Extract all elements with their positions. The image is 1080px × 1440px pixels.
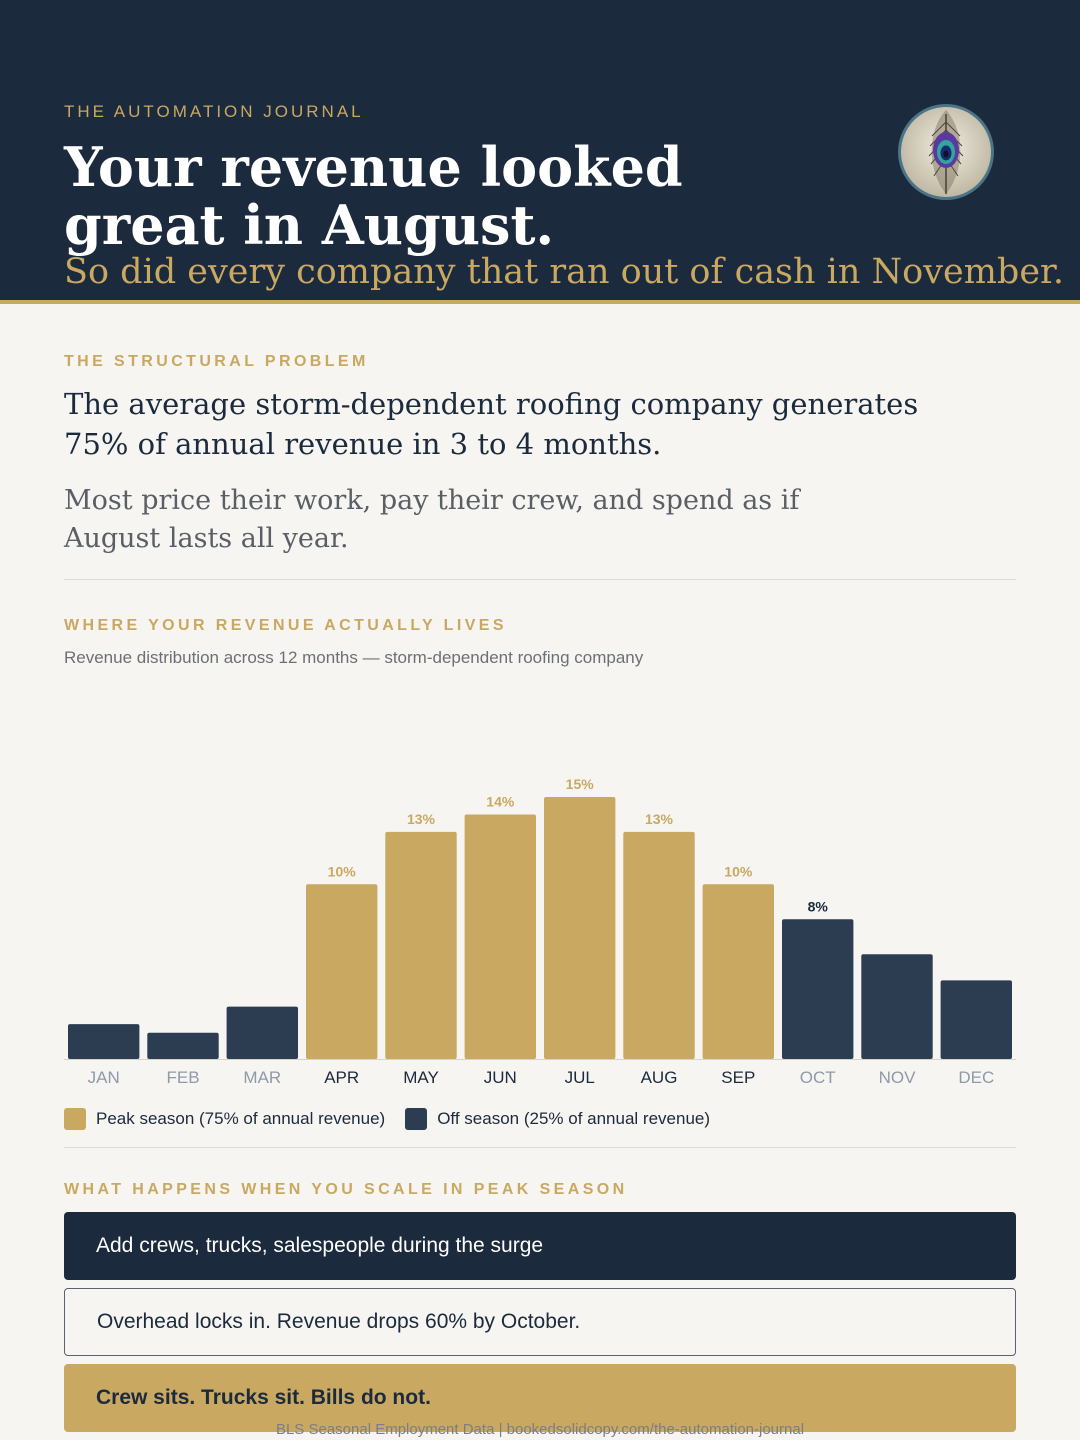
- tick-label-sep: SEP: [721, 1068, 755, 1087]
- legend-swatch-off: [405, 1108, 428, 1130]
- tick-label-nov: NOV: [879, 1068, 917, 1087]
- chart-legend: Peak season (75% of annual revenue) Off …: [64, 1108, 730, 1130]
- bar-oct: [782, 919, 854, 1059]
- bar-dec: [940, 980, 1012, 1059]
- bar-mar: [226, 1006, 298, 1059]
- data-label-sep: 10%: [724, 863, 753, 879]
- legend-swatch-peak: [64, 1108, 86, 1130]
- data-label-jun: 14%: [486, 794, 515, 810]
- legend-label-peak: Peak season (75% of annual revenue): [96, 1109, 386, 1128]
- bar-nov: [861, 954, 933, 1059]
- footer-source: BLS Seasonal Employment Data | bookedsol…: [275, 1421, 805, 1438]
- publication-name: THE AUTOMATION JOURNAL: [64, 102, 364, 121]
- section-label-chart: WHERE YOUR REVENUE ACTUALLY LIVES: [64, 617, 507, 634]
- revenue-bar-chart: JAN FEB MAR 10% APR 13% MAY 14% JUN 15% JUL 13% AUG 1…: [64, 776, 1016, 1087]
- legend-label-off: Off season (25% of annual revenue): [437, 1109, 711, 1128]
- bar-feb: [147, 1032, 219, 1059]
- section-label-scale: WHAT HAPPENS WHEN YOU SCALE IN PEAK SEAS…: [64, 1181, 628, 1198]
- bar-may: [385, 831, 457, 1059]
- peacock-feather-icon: [896, 102, 996, 202]
- tick-label-apr: APR: [324, 1068, 359, 1087]
- data-label-oct: 8%: [808, 898, 829, 914]
- tick-label-may: MAY: [403, 1068, 439, 1087]
- legend-item-peak: Peak season (75% of annual revenue): [64, 1108, 385, 1130]
- scale-step-1: Add crews, trucks, salespeople during th…: [64, 1212, 1016, 1280]
- data-label-apr: 10%: [328, 863, 357, 879]
- legend-item-off: Off season (25% of annual revenue): [405, 1108, 710, 1130]
- data-label-may: 13%: [407, 811, 436, 827]
- tick-label-jan: JAN: [88, 1068, 120, 1087]
- scale-step-3: Crew sits. Trucks sit. Bills do not.: [64, 1364, 1016, 1432]
- tick-label-oct: OCT: [800, 1068, 836, 1087]
- hero-subtitle: So did every company that ran out of cas…: [64, 252, 1065, 292]
- data-label-jul: 15%: [566, 776, 595, 792]
- tick-label-jun: JUN: [484, 1068, 517, 1087]
- bar-sep: [702, 884, 774, 1059]
- tick-label-feb: FEB: [166, 1068, 199, 1087]
- hero-banner: THE AUTOMATION JOURNAL Your revenue look…: [0, 0, 1080, 300]
- bar-jul: [544, 797, 616, 1059]
- scale-step-2: Overhead locks in. Revenue drops 60% by …: [64, 1288, 1016, 1356]
- tick-label-aug: AUG: [641, 1068, 678, 1087]
- tick-label-jul: JUL: [565, 1068, 595, 1087]
- problem-subhead: Most price their work, pay their crew, a…: [64, 485, 800, 554]
- data-label-aug: 13%: [645, 811, 674, 827]
- tick-label-mar: MAR: [243, 1068, 281, 1087]
- section-divider: [64, 1147, 1016, 1148]
- problem-headline: The average storm-dependent roofing comp…: [64, 387, 919, 461]
- bar-apr: [306, 884, 378, 1059]
- tick-label-dec: DEC: [958, 1068, 994, 1087]
- hero-title: Your revenue looked great in August.: [64, 135, 683, 257]
- bar-jun: [464, 814, 536, 1059]
- bar-jan: [68, 1024, 140, 1059]
- chart-subtitle: Revenue distribution across 12 months — …: [64, 648, 644, 667]
- section-divider: [64, 579, 1016, 580]
- section-label-problem: THE STRUCTURAL PROBLEM: [64, 353, 369, 370]
- bar-aug: [623, 831, 695, 1059]
- hero-divider: [0, 300, 1080, 304]
